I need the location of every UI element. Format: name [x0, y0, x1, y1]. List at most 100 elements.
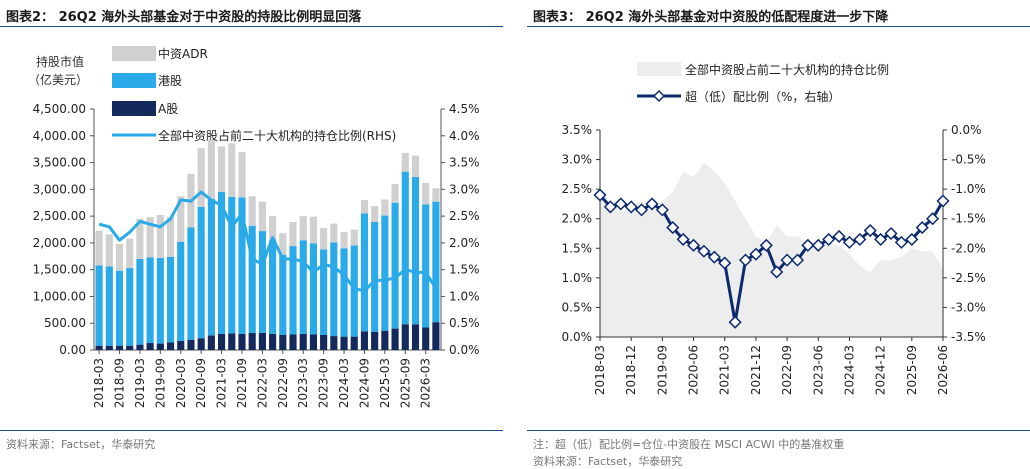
legend-swatch — [112, 46, 156, 61]
overweight-point — [614, 197, 628, 211]
x-tick-label: 2020-06 — [687, 345, 701, 395]
x-tick-label: 2021-09 — [235, 358, 249, 408]
x-tick-label: 2024-09 — [357, 358, 371, 408]
right-y-tick-label: 0.0% — [951, 123, 982, 137]
right-y-tick-label: 4.5% — [449, 102, 480, 116]
overweight-point — [780, 253, 794, 267]
bar-adr — [401, 152, 409, 172]
x-tick-label: 2022-09 — [780, 345, 794, 395]
overweight-point — [718, 256, 732, 270]
bar-hk — [238, 197, 246, 334]
bar-a-share — [330, 336, 338, 350]
bar-adr — [381, 199, 389, 216]
bar-adr — [207, 140, 215, 199]
bar-hk — [187, 227, 195, 340]
x-tick-label: 2018-03 — [92, 358, 106, 408]
x-tick-label: 2022-09 — [276, 358, 290, 408]
bar-hk — [228, 196, 236, 334]
bar-a-share — [411, 324, 420, 350]
overweight-point — [697, 244, 711, 258]
bar-a-share — [197, 338, 205, 350]
legend-label: 全部中资股占前二十大机构的持仓比例 — [685, 62, 889, 77]
bar-a-share — [105, 345, 113, 350]
x-tick-label: 2021-12 — [749, 345, 763, 395]
left-ylabel-line1: 持股市值 — [36, 54, 84, 69]
overweight-point — [926, 212, 940, 226]
left-y-tick-label: 500.00 — [44, 316, 86, 330]
overweight-point — [884, 226, 898, 241]
bar-adr — [411, 155, 420, 178]
right-y-tick-label: -1.5% — [951, 212, 986, 226]
left-y-tick-label: 2,500.00 — [33, 209, 86, 223]
bar-adr — [156, 215, 164, 258]
bar-hk — [248, 225, 256, 333]
bar-a-share — [136, 344, 144, 350]
right-y-tick-label: -2.0% — [951, 241, 986, 255]
overweight-point — [832, 229, 846, 244]
overweight-point — [842, 235, 857, 249]
bar-hk — [126, 268, 134, 346]
bar-adr — [228, 143, 236, 197]
right-y-tick-label: 0.5% — [449, 316, 480, 330]
bar-a-share — [289, 334, 297, 350]
bar-hk — [340, 248, 348, 337]
right-y-tick-label: -3.0% — [951, 300, 986, 314]
x-tick-label: 2023-03 — [296, 358, 310, 408]
bar-adr — [422, 182, 430, 205]
legend-label: 中资ADR — [158, 46, 208, 61]
left-y-tick-label: 3.5% — [562, 123, 593, 137]
legend-swatch — [112, 101, 156, 116]
holding-ratio-line — [98, 190, 438, 293]
left-y-tick-label: 3.0% — [562, 153, 593, 167]
x-tick-label: 2025-09 — [905, 345, 919, 395]
bar-a-share — [371, 331, 379, 350]
bar-hk — [360, 213, 369, 332]
x-tick-label: 2020-09 — [194, 358, 208, 408]
bar-a-share — [207, 335, 215, 350]
left-y-tick-label: 3,500.00 — [33, 156, 86, 170]
right-y-tick-label: 0.0% — [449, 343, 480, 357]
bar-adr — [289, 222, 297, 247]
right-y-tick-label: 4.0% — [449, 129, 480, 143]
overweight-point — [738, 253, 753, 267]
bar-hk — [401, 171, 409, 325]
bar-hk — [95, 265, 103, 346]
legend-swatch-area — [637, 62, 681, 76]
overweight-point — [770, 265, 784, 279]
right-plot-area: 0.0% 0.5% 1.0% 1.5% 2.0% 2.5% 3.0% 3.5% -3.5% -3.… — [562, 123, 986, 395]
bar-adr — [258, 201, 266, 232]
overweight-point — [936, 194, 950, 208]
overweight-point — [676, 232, 690, 246]
x-tick-label: 2023-06 — [811, 345, 825, 395]
right-y-tick-label: 3.0% — [449, 182, 480, 196]
bar-adr — [432, 188, 440, 202]
left-y-tick-label: 2.0% — [562, 212, 593, 226]
overweight-point — [863, 223, 877, 238]
bar-a-share — [432, 322, 440, 350]
left-ylabel-line2: （亿美元） — [28, 72, 88, 87]
overweight-point — [593, 188, 607, 202]
x-tick-label: 2021-03 — [215, 358, 229, 408]
bar-hk — [207, 198, 215, 336]
overweight-point — [759, 238, 773, 252]
bar-a-share — [340, 336, 348, 350]
bar-a-share — [187, 339, 195, 350]
bar-hk — [411, 177, 420, 325]
right-note: 注：超（低）配比例=仓位-中资股在 MSCI ACWI 中的基准权重 — [533, 438, 845, 451]
bar-a-share — [228, 333, 236, 350]
bar-adr — [95, 230, 103, 266]
bar-a-share — [320, 335, 328, 350]
bar-hk — [309, 243, 317, 335]
left-y-tick-label: 2,000.00 — [33, 236, 86, 250]
bar-hk — [289, 246, 297, 335]
overweight-point — [894, 235, 908, 249]
right-y-tick-label: 1.0% — [449, 289, 480, 303]
x-tick-label: 2023-09 — [317, 358, 331, 408]
overweight-point — [822, 232, 836, 246]
bar-a-share — [422, 327, 430, 350]
bar-a-share — [156, 343, 164, 350]
overweight-point — [624, 200, 638, 214]
bar-hk — [279, 254, 287, 336]
